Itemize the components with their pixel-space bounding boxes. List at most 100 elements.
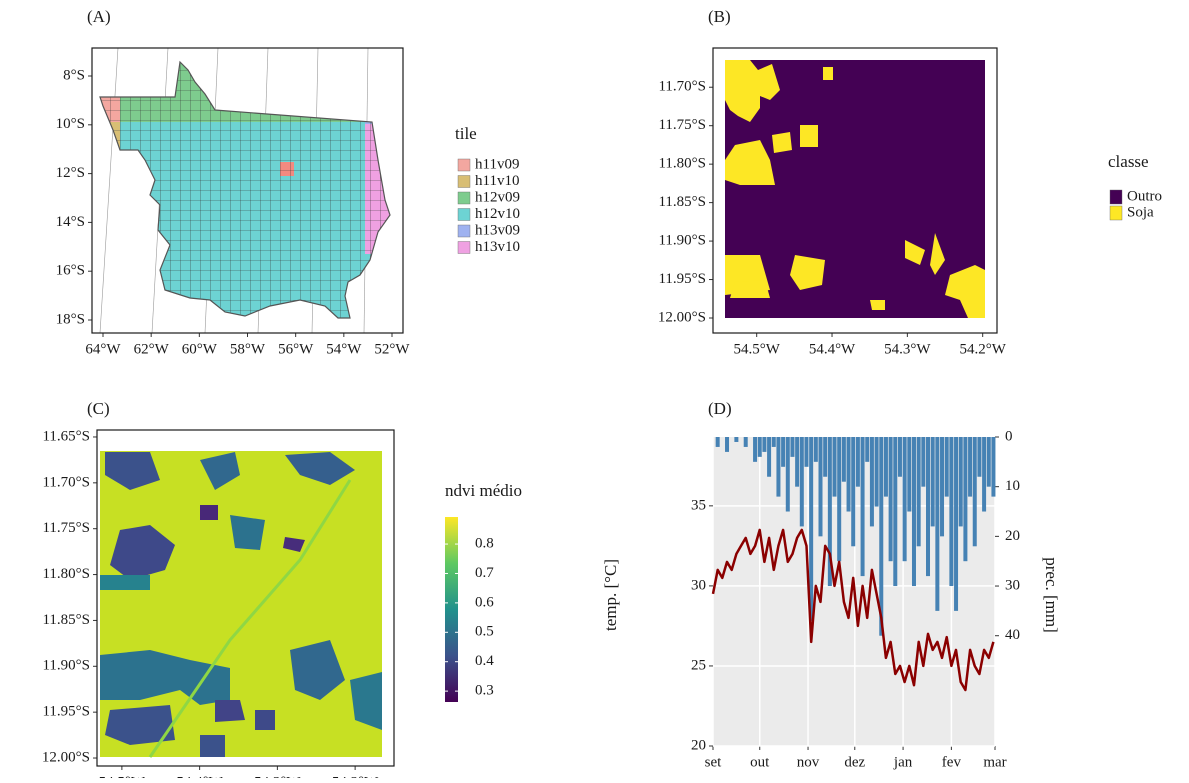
precip-bar bbox=[823, 437, 828, 477]
x-tick-label: 64°W bbox=[85, 341, 121, 357]
panel-frame bbox=[712, 47, 998, 334]
precip-bar bbox=[902, 437, 907, 562]
legend-title: ndvi médio bbox=[445, 481, 522, 500]
stream bbox=[148, 479, 352, 758]
panel-frame bbox=[91, 47, 404, 334]
panel-frame bbox=[96, 429, 395, 767]
legend-key bbox=[457, 241, 471, 254]
panel-label: (C) bbox=[87, 399, 110, 418]
precip-bar bbox=[949, 437, 954, 587]
precip-bar bbox=[954, 437, 959, 611]
field bbox=[105, 705, 175, 745]
y2-tick-label: 40 bbox=[1005, 627, 1020, 643]
y-tick-label: 12°S bbox=[56, 165, 85, 181]
precip-bar bbox=[874, 437, 879, 507]
precip-bar bbox=[841, 437, 846, 482]
x-tick-label: mar bbox=[983, 754, 1006, 770]
precip-bar bbox=[935, 437, 940, 611]
x-tick-label: 54°W bbox=[326, 341, 362, 357]
x-tick-label: 54.4°W bbox=[176, 774, 223, 778]
raster-background bbox=[725, 60, 985, 318]
field bbox=[285, 452, 355, 485]
y-tick-label: 10°S bbox=[56, 116, 85, 132]
precip-bar bbox=[916, 437, 921, 547]
y-axis-title: temp. [°C] bbox=[601, 559, 620, 631]
precip-bar bbox=[757, 437, 762, 457]
y-tick-label: 12.00°S bbox=[42, 749, 90, 765]
precip-bar bbox=[855, 437, 860, 487]
x-tick-label: 52°W bbox=[374, 341, 410, 357]
y-tick-label: 11.80°S bbox=[658, 156, 706, 172]
y-tick-label: 30 bbox=[691, 577, 706, 593]
precip-bar bbox=[781, 437, 786, 467]
field bbox=[230, 515, 265, 550]
y-tick-label: 11.90°S bbox=[42, 658, 90, 674]
x-tick-label: 54.5°W bbox=[733, 341, 780, 357]
precip-bar bbox=[991, 437, 996, 497]
y-tick-label: 11.95°S bbox=[42, 704, 90, 720]
y-tick-label: 25 bbox=[691, 657, 706, 673]
y-tick-label: 20 bbox=[691, 737, 706, 753]
y-tick-label: 11.65°S bbox=[42, 428, 90, 444]
x-tick-label: dez bbox=[844, 754, 865, 770]
precip-bar bbox=[762, 437, 767, 452]
precip-bar bbox=[851, 437, 856, 547]
precip-bar bbox=[883, 437, 888, 497]
colorbar-label: 0.3 bbox=[475, 683, 494, 699]
precip-bar bbox=[940, 437, 945, 537]
precip-bar bbox=[846, 437, 851, 512]
precip-bar bbox=[785, 437, 790, 512]
legend-label: h11v09 bbox=[475, 156, 519, 172]
precip-bar bbox=[725, 437, 730, 452]
legend-label: h13v10 bbox=[475, 239, 520, 255]
x-tick-label: fev bbox=[942, 754, 962, 770]
y2-axis-title: prec. [mm] bbox=[1042, 557, 1061, 633]
precip-bar bbox=[982, 437, 987, 512]
legend-title: tile bbox=[455, 124, 477, 143]
y2-tick-label: 10 bbox=[1005, 478, 1020, 494]
tile-grid bbox=[100, 62, 390, 318]
field bbox=[100, 650, 230, 705]
state-map bbox=[100, 62, 390, 318]
colorbar bbox=[445, 517, 458, 702]
y-tick-label: 11.75°S bbox=[658, 117, 706, 133]
panel-label: (A) bbox=[87, 7, 111, 26]
legend-key bbox=[1109, 205, 1123, 221]
precip-bar bbox=[734, 437, 739, 442]
precip-bar bbox=[897, 437, 902, 477]
field bbox=[215, 700, 245, 722]
soja-patches bbox=[725, 60, 985, 318]
precip-bar bbox=[860, 437, 865, 577]
legend-label: h12v10 bbox=[475, 206, 520, 222]
colorbar-label: 0.8 bbox=[475, 535, 494, 551]
legend-key bbox=[457, 158, 471, 172]
y-tick-label: 11.85°S bbox=[42, 612, 90, 628]
field bbox=[283, 537, 305, 552]
precip-bar bbox=[972, 437, 977, 547]
x-tick-label: 58°W bbox=[230, 341, 266, 357]
legend-label: h12v09 bbox=[475, 189, 520, 205]
precip-bar bbox=[986, 437, 991, 487]
legend-key bbox=[457, 224, 471, 238]
precip-bar bbox=[888, 437, 893, 562]
x-tick-label: set bbox=[705, 754, 722, 770]
precip-bar bbox=[776, 437, 781, 497]
precip-bar bbox=[930, 437, 935, 527]
field bbox=[290, 640, 345, 700]
y-tick-label: 35 bbox=[691, 497, 706, 513]
field bbox=[100, 575, 150, 590]
y-tick-label: 14°S bbox=[56, 214, 85, 230]
precip-bar bbox=[715, 437, 720, 447]
legend-label: h11v10 bbox=[475, 173, 519, 189]
precip-bar bbox=[818, 437, 823, 537]
precip-bar bbox=[832, 437, 837, 497]
precip-bar bbox=[963, 437, 968, 562]
y-tick-label: 11.75°S bbox=[42, 520, 90, 536]
y-tick-label: 8°S bbox=[63, 67, 85, 83]
class-raster bbox=[725, 60, 985, 318]
precip-bar bbox=[809, 437, 814, 621]
precip-bar bbox=[921, 437, 926, 487]
colorbar-label: 0.6 bbox=[475, 594, 494, 610]
